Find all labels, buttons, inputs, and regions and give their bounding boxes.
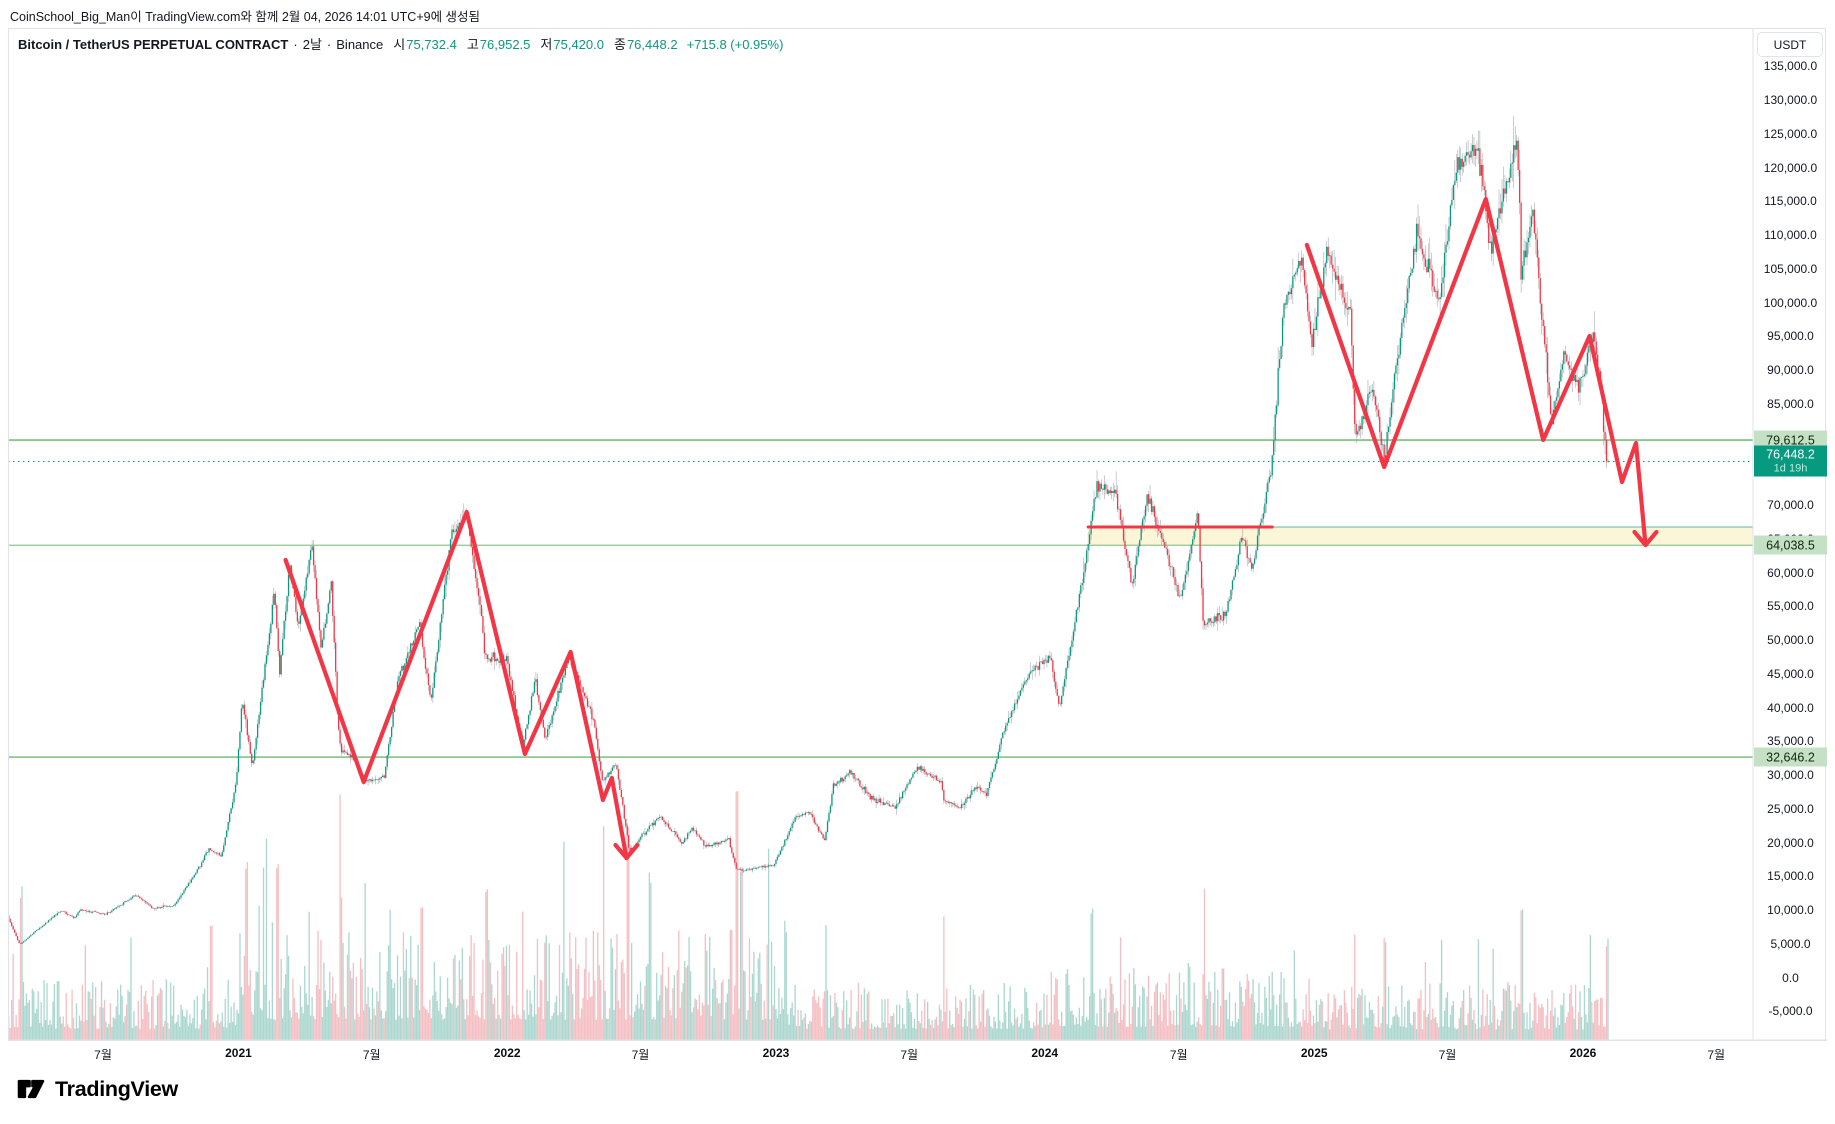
currency-axis-button[interactable]: USDT xyxy=(1757,32,1823,57)
last-price-value: 76,448.2 xyxy=(1766,447,1815,462)
price-axis-label: 20,000.0 xyxy=(1767,835,1814,850)
price-axis-label: 30,000.0 xyxy=(1767,768,1814,782)
time-axis-label: 2023 xyxy=(762,1046,790,1060)
price-axis-label: 130,000.0 xyxy=(1763,93,1818,107)
price-axis-label: 135,000.0 xyxy=(1763,59,1818,74)
header-separator: · xyxy=(293,37,298,52)
current-price-label: 76,448.2 1d 19h xyxy=(1754,445,1827,477)
price-axis-label: 50,000.0 xyxy=(1767,633,1814,647)
low-label: 저 xyxy=(540,37,553,52)
header-separator: · xyxy=(326,37,332,52)
symbol-header: Bitcoin / TetherUS PERPETUAL CONTRACT · 2날… xyxy=(18,34,783,53)
price-axis-label: 95,000.0 xyxy=(1767,329,1814,344)
time-axis-label: 7월 xyxy=(900,1048,919,1062)
exchange-label[interactable]: Binance xyxy=(336,37,384,52)
price-axis-label: 5,000.0 xyxy=(1770,936,1811,951)
price-axis-label: 0.0 xyxy=(1782,970,1799,985)
interval-label[interactable]: 2날 xyxy=(302,37,322,52)
price-axis-label: 35,000.0 xyxy=(1767,734,1814,749)
price-axis-label: 15,000.0 xyxy=(1767,869,1814,884)
price-axis-label: 40,000.0 xyxy=(1767,700,1814,715)
price-axis[interactable]: 135,000.0 130,000.0 125,000.0 120,000.0 115,… xyxy=(1754,28,1827,1040)
price-axis-label: 90,000.0 xyxy=(1767,363,1814,377)
price-axis-label: 70,000.0 xyxy=(1767,498,1814,512)
close-value: 76,448.2 xyxy=(626,37,678,52)
open-label: 시 xyxy=(393,37,406,52)
time-axis-label: 2022 xyxy=(493,1046,521,1060)
time-axis-label: 7월 xyxy=(94,1048,112,1062)
price-axis-label: 45,000.0 xyxy=(1767,666,1814,681)
support-price-label: 32,646.2 xyxy=(1754,747,1827,767)
price-axis-label: 125,000.0 xyxy=(1763,126,1818,141)
chart-panel xyxy=(8,28,1826,1066)
time-axis-label: 7월 xyxy=(631,1048,650,1062)
time-axis-label: 2025 xyxy=(1300,1046,1328,1060)
time-axis-label: 2024 xyxy=(1031,1046,1059,1060)
price-change: +715.8 (+0.95%) xyxy=(686,37,784,52)
high-value: 76,952.5 xyxy=(479,37,531,52)
price-axis-label: 85,000.0 xyxy=(1767,396,1814,411)
low-value: 75,420.0 xyxy=(553,37,604,52)
time-axis[interactable]: 7월 2021 7월 2022 7월 2023 7월 2024 7월 2025 7월 2026 7월 xyxy=(8,1040,1827,1068)
price-axis-label: 115,000.0 xyxy=(1764,194,1817,209)
attribution-text: CoinSchool_Big_Man이 TradingView.com와 함께 … xyxy=(10,10,481,24)
symbol-title[interactable]: Bitcoin / TetherUS PERPETUAL CONTRACT xyxy=(18,37,289,52)
bar-countdown-timer: 1d 19h xyxy=(1773,462,1808,475)
close-label: 종 xyxy=(613,37,626,52)
zone-bottom-price-label: 64,038.5 xyxy=(1754,535,1827,555)
tradingview-logo-icon xyxy=(17,1079,45,1099)
price-axis-label: 55,000.0 xyxy=(1767,599,1814,614)
time-axis-label: 2021 xyxy=(225,1046,252,1060)
time-axis-label: 7월 xyxy=(362,1048,381,1062)
price-axis-label: 110,000.0 xyxy=(1764,228,1817,242)
time-axis-label: 7월 xyxy=(1707,1048,1726,1062)
open-value: 75,732.4 xyxy=(406,37,457,52)
time-axis-label: 7월 xyxy=(1438,1048,1457,1062)
price-axis-label: 10,000.0 xyxy=(1767,903,1814,917)
tradingview-logo-text: TradingView xyxy=(55,1076,178,1101)
price-axis-label: -5,000.0 xyxy=(1768,1004,1813,1019)
price-axis-label: 60,000.0 xyxy=(1767,565,1814,580)
time-axis-label: 2026 xyxy=(1569,1046,1597,1060)
price-axis-label: 100,000.0 xyxy=(1763,295,1818,310)
tradingview-logo[interactable]: TradingView xyxy=(16,1076,178,1102)
time-axis-label: 7월 xyxy=(1169,1048,1188,1062)
resistance-price-label: 79,612.5 xyxy=(1754,430,1827,450)
high-label: 고 xyxy=(466,37,479,52)
price-axis-label: 25,000.0 xyxy=(1767,801,1814,816)
price-axis-label: 105,000.0 xyxy=(1763,261,1818,276)
price-axis-label: 120,000.0 xyxy=(1763,160,1818,175)
